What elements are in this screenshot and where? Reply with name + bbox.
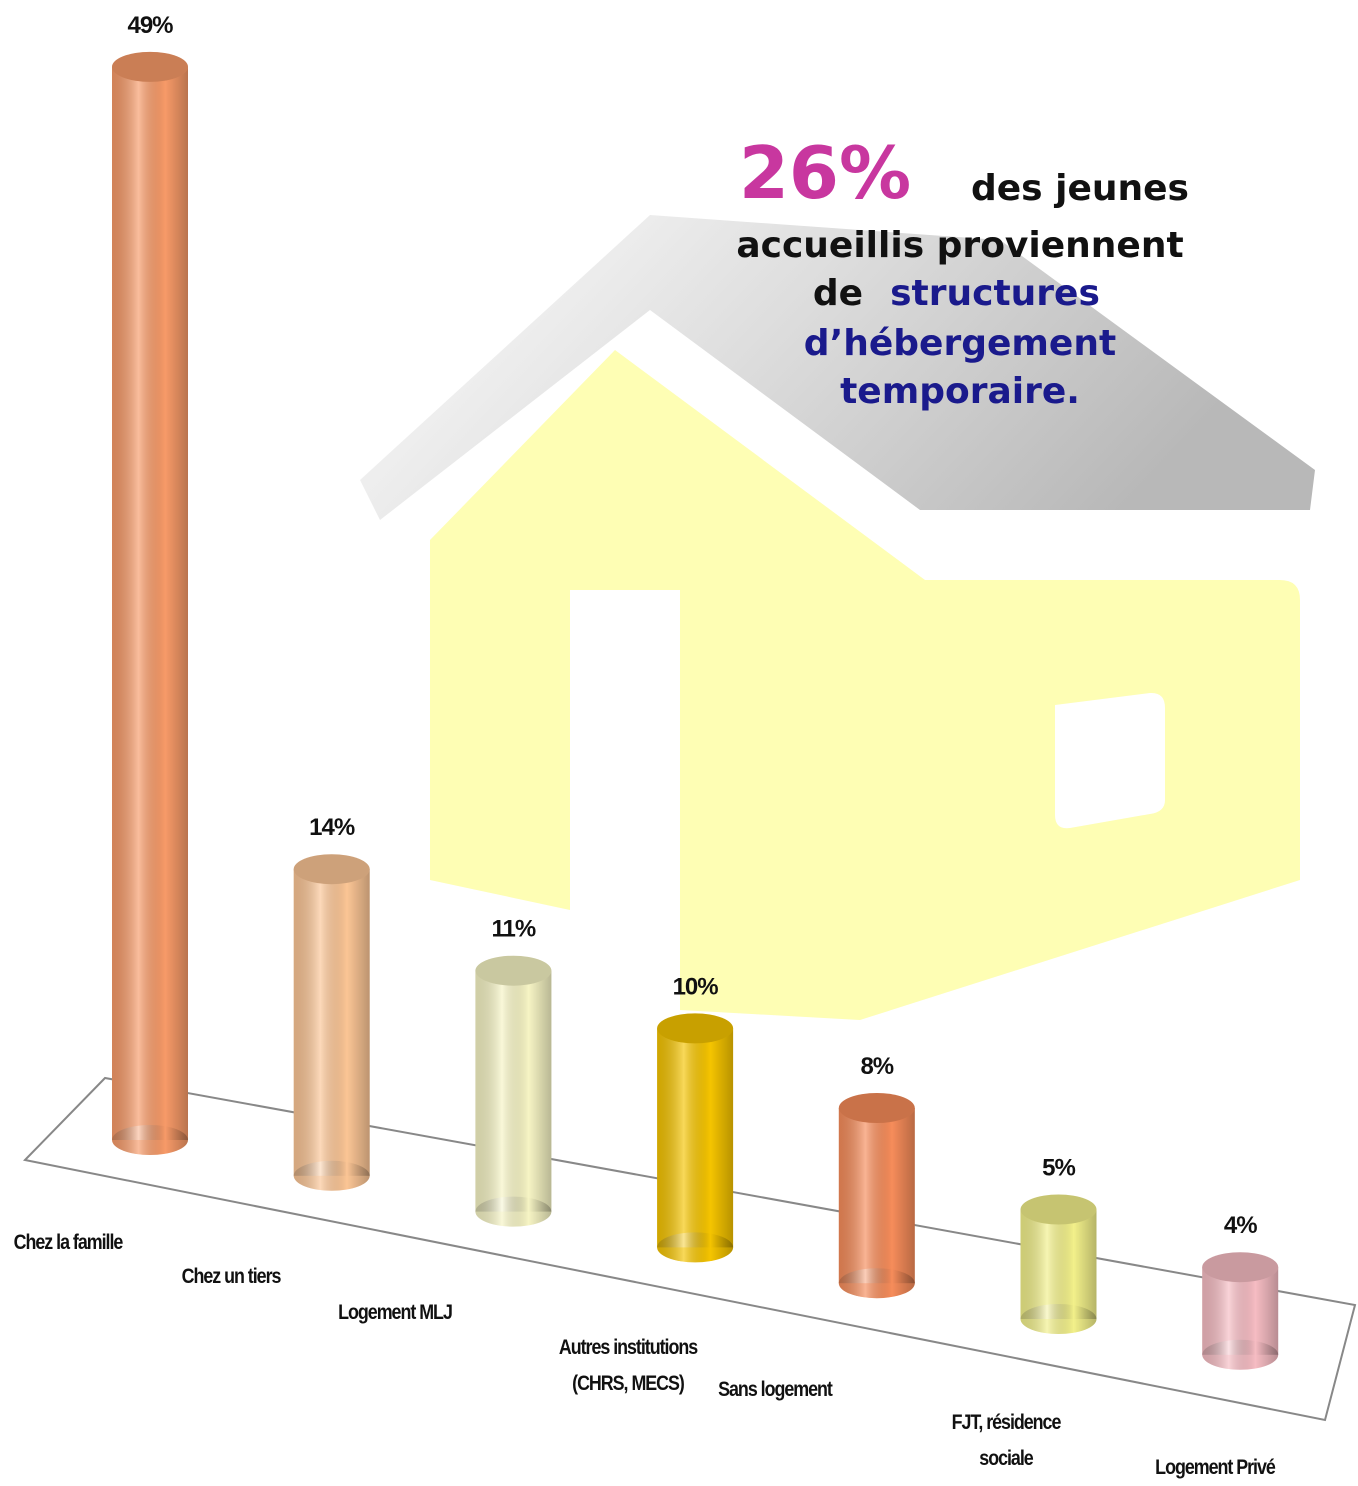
floor — [22, 1076, 1357, 1422]
bar-top-shade — [1020, 1194, 1097, 1225]
annotation: 26% des jeunes accueillis proviennent de… — [736, 131, 1189, 412]
bar-top — [293, 854, 370, 885]
bar-top — [838, 1093, 915, 1123]
annotation-text: accueillis proviennent — [736, 225, 1183, 266]
bar-top-shade — [293, 854, 370, 885]
bar-shade — [1020, 1209, 1097, 1319]
bar-top — [112, 51, 188, 82]
value-label: 14% — [309, 814, 355, 841]
bar-top — [1202, 1252, 1279, 1283]
category-label: Logement MLJ — [338, 1301, 453, 1324]
annotation-text: des jeunes — [971, 168, 1189, 209]
bar-shade — [657, 1028, 734, 1248]
value-label: 4% — [1224, 1212, 1257, 1239]
category-label: Sans logement — [718, 1378, 833, 1401]
annotation-highlight: 26% — [739, 131, 911, 215]
value-label: 10% — [673, 973, 719, 1000]
bar-top-shade — [112, 51, 188, 82]
roof — [360, 215, 1315, 520]
house — [360, 215, 1315, 1020]
category-label: Logement Privé — [1155, 1456, 1276, 1479]
bar-shade — [293, 869, 370, 1176]
value-label: 5% — [1042, 1155, 1075, 1182]
value-label: 49% — [127, 12, 173, 39]
annotation-emphasis: temporaire. — [840, 371, 1080, 412]
annotation-emphasis: structures — [890, 273, 1100, 314]
value-label: 11% — [492, 916, 536, 943]
bar-top-shade — [1202, 1252, 1279, 1283]
annotation-emphasis: d’hébergement — [804, 323, 1116, 364]
bar-top-shade — [475, 955, 552, 986]
bar-top — [475, 955, 552, 986]
window — [1055, 692, 1165, 829]
bars: 49% 14% 11% 10% 8% 5% 4% — [112, 12, 1279, 1370]
house-wall — [430, 350, 1300, 1020]
value-label: 8% — [860, 1053, 893, 1080]
category-label: Chez un tiers — [181, 1265, 282, 1288]
bar-top — [1020, 1194, 1097, 1225]
bar-shade — [112, 66, 188, 1140]
bar-shade — [838, 1108, 915, 1284]
category-label: FJT, résidence sociale — [951, 1411, 1062, 1470]
bar-top-shade — [838, 1093, 915, 1123]
bar-shade — [475, 970, 552, 1212]
bar-top — [657, 1013, 734, 1044]
category-label: Chez la famille — [13, 1231, 124, 1254]
bar-top-shade — [657, 1013, 734, 1044]
category-label: Autres institutions (CHRS, MECS) — [558, 1336, 698, 1395]
annotation-text: de — [813, 273, 863, 314]
